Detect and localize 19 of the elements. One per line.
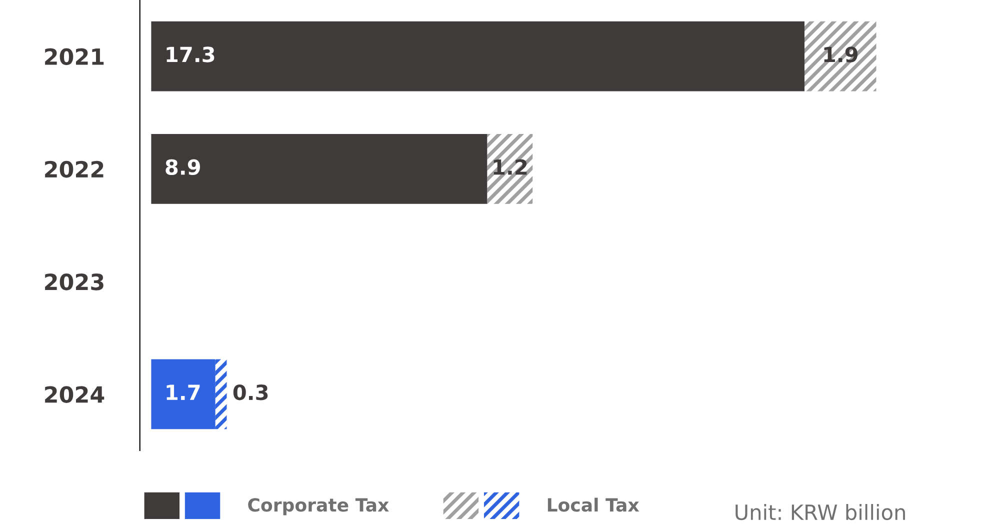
bar xyxy=(487,134,533,204)
legend-label: Corporate Tax xyxy=(248,498,389,516)
bar xyxy=(151,134,488,204)
text: Unit: KRW billion xyxy=(736,504,905,520)
data-label: 1.2 xyxy=(494,159,527,175)
data-label: 1.7 xyxy=(166,384,200,400)
y-tick-label: 2024 xyxy=(45,386,104,403)
data-label: 17.3 xyxy=(166,46,214,62)
legend-label: Local Tax xyxy=(548,498,640,512)
data-label: 0.3 xyxy=(233,384,268,400)
bar xyxy=(215,359,227,430)
y-tick-label: 2022 xyxy=(45,160,104,178)
bar xyxy=(151,21,804,92)
y-tick-label: 2023 xyxy=(45,274,104,290)
bar xyxy=(151,359,216,430)
y-tick-label: 2021 xyxy=(45,48,104,66)
data-label: 1.9 xyxy=(824,46,858,62)
data-label: 8.9 xyxy=(166,159,200,175)
bar xyxy=(804,21,876,92)
